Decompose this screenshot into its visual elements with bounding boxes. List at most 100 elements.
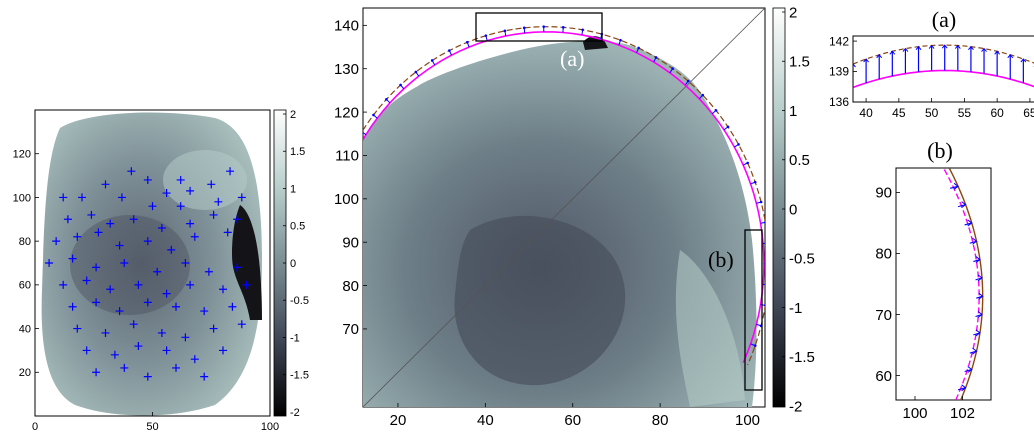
left-y-tick-label: 100 (13, 192, 31, 204)
center-y-tick-label: 80 (342, 278, 359, 295)
displacement-arrow-head (671, 67, 674, 70)
inset-b-arrow-head (977, 311, 983, 318)
marker-plus (45, 259, 54, 267)
marker-plus (52, 237, 61, 246)
inset-b-arrow-head (978, 292, 984, 300)
displacement-arrow-head (654, 56, 658, 59)
displacement-arrow-head (465, 40, 469, 44)
inset-a-y-ticks: 136 139 142 (829, 34, 857, 109)
center-y-tick-label: 140 (334, 18, 359, 35)
displacement-arrow-head (759, 200, 763, 204)
marker-plus (237, 320, 246, 329)
inset-a-x-ticks: 40 45 50 55 60 65 (859, 98, 1034, 120)
left-x-tick-label: 100 (261, 421, 279, 433)
marker-plus (143, 372, 152, 381)
center-x-tick-label: 80 (652, 412, 669, 429)
inset-a-x-tick-label: 55 (958, 106, 972, 120)
center-cbar-tick-label: 1.5 (789, 54, 810, 71)
left-dark-blob (70, 215, 190, 315)
center-displacement-arrows (342, 25, 770, 347)
displacement-arrow-head (764, 221, 765, 224)
inset-a-arrow-head (981, 47, 987, 52)
inset-b-arrow-head (953, 182, 959, 190)
displacement-arrow-head (363, 131, 364, 133)
inset-a-arrow-head (941, 44, 948, 49)
inset-b-arrow-head (977, 274, 983, 282)
displacement-arrow-head (619, 38, 622, 42)
inset-a-panel: (a) 40 45 50 55 60 65 136 139 142 (829, 7, 1034, 120)
marker-plus (73, 324, 82, 333)
marker-plus (162, 346, 171, 355)
inset-a-arrow-head (968, 45, 974, 51)
displacement-arrow-head (414, 70, 418, 74)
marker-plus (228, 302, 237, 311)
center-x-tick-label: 40 (477, 412, 494, 429)
marker-plus (129, 215, 138, 224)
marker-plus (214, 197, 223, 206)
inset-b-panel: (b) 100 102 60 70 80 90 (875, 138, 992, 422)
marker-plus (153, 267, 162, 276)
left-heatmap-panel: 0 50 100 20 40 60 80 100 120 2 1.5 1 0.5 0 -0.5 -1 -1.… (13, 109, 309, 433)
marker-plus (207, 180, 216, 189)
displacement-arrow-head (581, 28, 584, 32)
marker-plus (200, 372, 209, 381)
inset-b-x-tick-label: 102 (950, 405, 975, 422)
inset-b-arrow-head (967, 366, 973, 373)
displacement-arrow-head (399, 83, 402, 87)
center-y-tick-label: 100 (334, 191, 359, 208)
inset-a-fit-curve (853, 69, 1034, 89)
zoom-box-b (744, 229, 763, 391)
center-colorbar (772, 7, 786, 408)
displacement-arrow-head (767, 242, 770, 245)
center-x-tick-label: 60 (564, 412, 581, 429)
inset-b-reference-curve (948, 168, 984, 400)
displacement-arrow-head (714, 109, 718, 112)
marker-plus (87, 210, 96, 219)
marker-plus (148, 202, 157, 211)
center-cbar-tick-label: -2 (789, 398, 802, 415)
marker-plus (143, 298, 152, 307)
inset-a-x-tick-label: 65 (1023, 106, 1034, 120)
center-y-tick-label: 90 (342, 234, 359, 251)
displacement-arrow-head (746, 161, 749, 165)
displacement-arrow-head (753, 180, 757, 184)
marker-plus (186, 280, 195, 289)
marker-plus (162, 289, 171, 298)
left-marker-group (45, 167, 251, 381)
marker-plus (101, 328, 110, 337)
marker-plus (106, 219, 115, 228)
displacement-arrow-head (385, 98, 388, 101)
marker-plus (82, 276, 91, 285)
left-x-tick-label: 0 (32, 421, 38, 433)
left-cbar-tick-label: 0 (290, 258, 296, 270)
marker-plus (172, 363, 180, 372)
center-cbar-tick-label: 0.5 (789, 152, 810, 169)
displacement-arrow (343, 168, 347, 170)
inset-b-arrow-head (961, 201, 967, 209)
marker-plus (209, 210, 218, 219)
left-cbar-tick-label: -1 (290, 332, 300, 344)
inset-a-arrow-head (994, 50, 1001, 55)
marker-plus (223, 228, 232, 237)
displacement-arrow (363, 131, 367, 136)
inset-a-y-tick-label: 139 (829, 65, 849, 79)
marker-plus (120, 259, 129, 267)
marker-plus (190, 355, 199, 364)
displacement-arrow-head (342, 167, 345, 170)
inset-a-arrow-head (902, 47, 909, 52)
inset-a-arrow-head (889, 50, 896, 55)
left-colorbar-ticks: 2 1.5 1 0.5 0 -0.5 -1 -1.5 -2 (283, 109, 309, 419)
center-x-tick-label: 20 (390, 412, 407, 429)
left-y-tick-label: 120 (13, 149, 31, 161)
marker-plus (63, 215, 72, 224)
marker-plus (181, 333, 190, 342)
marker-plus (110, 350, 119, 359)
marker-plus (167, 245, 176, 254)
inset-b-arrow-head (975, 256, 981, 263)
inset-a-arrow-head (1007, 54, 1014, 59)
inset-b-y-tick-label: 60 (875, 368, 892, 385)
left-cbar-tick-label: 0.5 (290, 221, 305, 233)
inset-a-arrow-head (1020, 58, 1027, 63)
left-x-ticks: 0 50 100 (32, 412, 279, 433)
left-cbar-tick-label: 1.5 (290, 146, 305, 158)
